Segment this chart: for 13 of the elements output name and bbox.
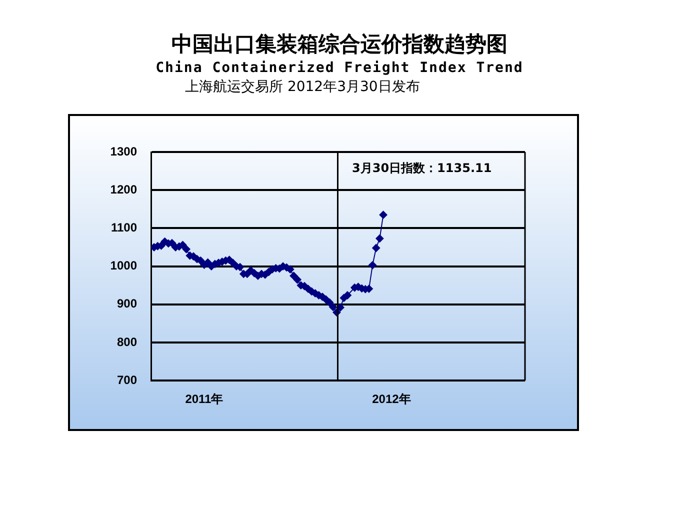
y-tick-label: 900 xyxy=(116,296,138,311)
annotation: 3月30日指数：1135.11 xyxy=(352,160,492,177)
y-tick-label: 800 xyxy=(116,334,138,349)
x-tick-label: 2011年 xyxy=(185,392,224,406)
text: 上海航运交易所 2012年3月30日发布 xyxy=(185,78,420,96)
chart-title: 中国出口集装箱综合运价指数趋势图 xyxy=(170,31,508,58)
x-tick-label: 2012年 xyxy=(372,392,411,406)
chart-subtitle: China Containerized Freight Index Trend xyxy=(154,60,524,76)
y-tick-label: 1200 xyxy=(110,182,138,196)
y-tick-label: 700 xyxy=(116,372,138,387)
y-tick-label: 1100 xyxy=(110,220,138,235)
y-tick-label: 1300 xyxy=(110,144,138,158)
y-tick-label: 1000 xyxy=(110,258,138,273)
